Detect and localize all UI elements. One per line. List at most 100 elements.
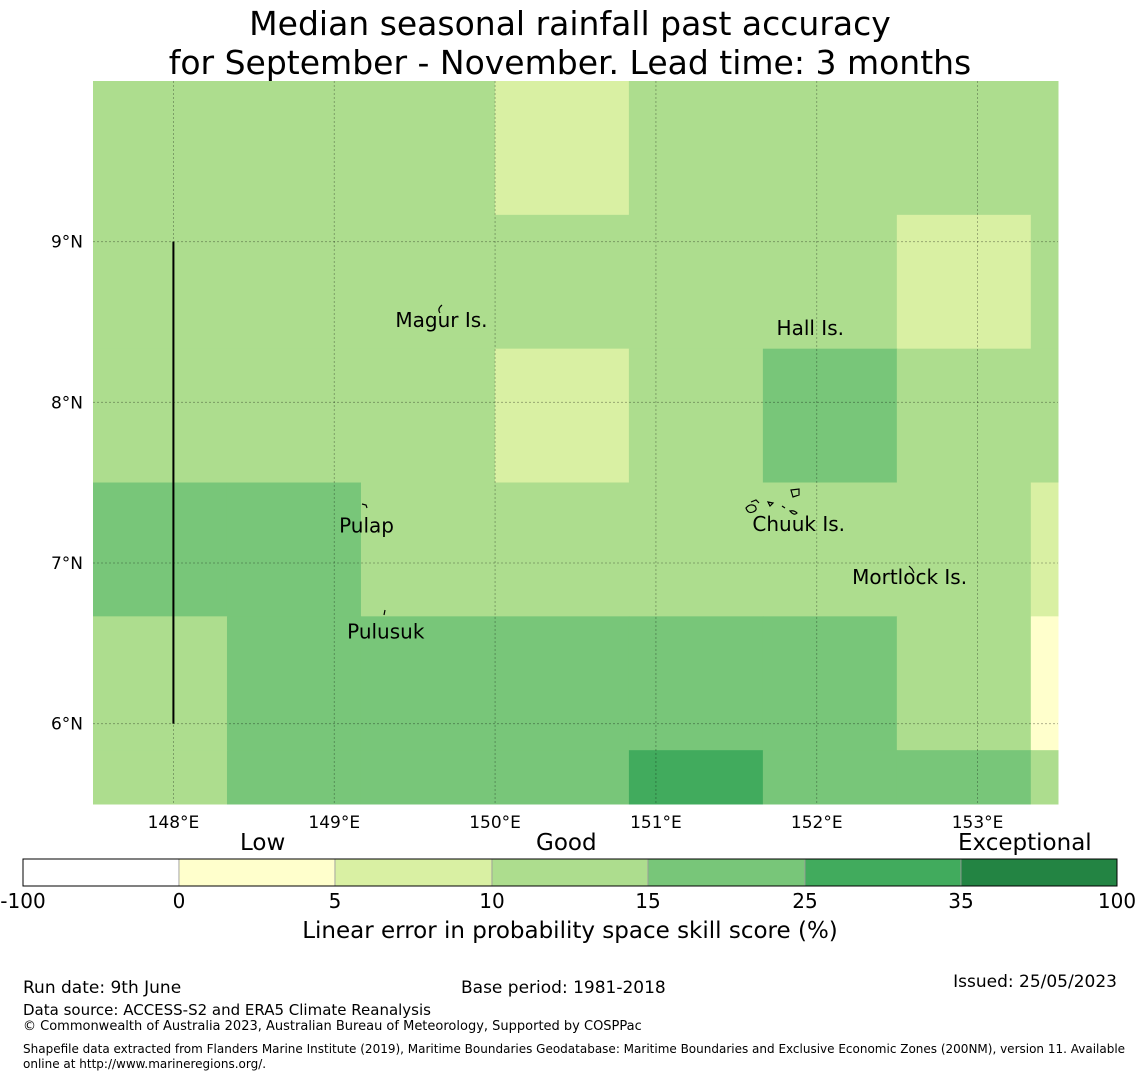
run-date: Run date: 9th June [23, 978, 182, 998]
colorbar-tick: 5 [328, 889, 342, 913]
island-outline [438, 304, 443, 314]
colorbar-segment [491, 858, 649, 887]
grid-cell [896, 750, 1032, 805]
grid-cell [93, 482, 228, 617]
grid-cell [360, 214, 496, 350]
skill-grid [93, 81, 1059, 805]
grid-cell [762, 214, 898, 350]
place-label: Mortlock Is. [852, 565, 967, 589]
grid-cell [494, 616, 630, 751]
island-outline [908, 565, 915, 574]
grid-cell [896, 81, 1032, 216]
grid-cell [1030, 750, 1059, 805]
island-outlines [361, 304, 915, 616]
colorbar-tick: 100 [1097, 889, 1137, 913]
grid-cell [93, 750, 228, 805]
data-source: Data source: ACCESS-S2 and ERA5 Climate … [23, 1001, 431, 1019]
grid-cell [628, 482, 764, 617]
colorbar-tick: 10 [479, 889, 505, 913]
grid-cell [226, 616, 362, 751]
lat-tick-label: 7°N [51, 554, 83, 574]
colorbar-outline [22, 858, 1118, 887]
base-period: Base period: 1981-2018 [461, 978, 666, 998]
grid-cell [494, 214, 630, 350]
grid-cell [762, 81, 898, 216]
colorbar-category-exceptional: Exceptional [958, 830, 1092, 856]
grid-cell [494, 348, 630, 484]
place-label: Chuuk Is. [752, 512, 845, 536]
lon-tick-label: 153°E [952, 813, 1004, 833]
grid-cell [226, 214, 362, 350]
grid-cell [896, 348, 1032, 484]
lat-tick-label: 6°N [51, 715, 83, 735]
grid-cell [226, 81, 362, 216]
colorbar [22, 858, 1118, 887]
colorbar-tick: 0 [172, 889, 186, 913]
grid-cell [93, 348, 228, 484]
colorbar-category-good: Good [536, 830, 597, 856]
grid-cell [226, 348, 362, 484]
colorbar-segment [647, 858, 806, 887]
grid-cell [628, 616, 764, 751]
lon-tick-label: 150°E [469, 813, 521, 833]
grid-cell [762, 616, 898, 751]
grid-cell [1030, 482, 1059, 617]
grid-cell [1030, 348, 1059, 484]
grid-cell [1030, 81, 1059, 216]
shapefile-credit: Shapefile data extracted from Flanders M… [23, 1042, 1126, 1071]
island-outline [745, 488, 800, 515]
place-label: Hall Is. [777, 316, 844, 340]
grid-cell [896, 482, 1032, 617]
colorbar-tick: 35 [948, 889, 974, 913]
grid-cell [360, 81, 496, 216]
grid-cell [494, 81, 630, 216]
grid-cell [360, 482, 496, 617]
grid-cell [896, 616, 1032, 751]
grid-cell [628, 348, 764, 484]
grid-cell [93, 81, 228, 216]
colorbar-segment [804, 858, 962, 887]
place-label: Pulap [339, 513, 394, 537]
grid-cell [628, 750, 764, 805]
place-label: Magur Is. [395, 308, 487, 332]
colorbar-tick: 25 [792, 889, 818, 913]
grid-cell [628, 214, 764, 350]
grid-cell [1030, 616, 1059, 751]
colorbar-tick: -100 [0, 889, 46, 913]
colorbar-category-low: Low [240, 830, 286, 856]
colorbar-tick: 15 [635, 889, 661, 913]
chart-title: Median seasonal rainfall past accuracy f… [0, 4, 1140, 82]
island-outline [383, 609, 386, 616]
grid-cell [226, 482, 362, 617]
latitude-ticks: 9°N 8°N 7°N 6°N [51, 233, 83, 735]
place-label: Pulusuk [347, 619, 425, 643]
lat-tick-label: 8°N [51, 393, 83, 413]
grid-cell [226, 750, 362, 805]
colorbar-segment [334, 858, 493, 887]
lon-tick-label: 152°E [791, 813, 843, 833]
lat-tick-label: 9°N [51, 233, 83, 253]
grid-cell [360, 348, 496, 484]
copyright: © Commonwealth of Australia 2023, Austra… [23, 1019, 642, 1034]
grid-cell [628, 81, 764, 216]
colorbar-segment [960, 858, 1118, 887]
grid-cell [1030, 214, 1059, 350]
lon-tick-label: 151°E [630, 813, 682, 833]
grid-cell [360, 616, 496, 751]
title-line-2: for September - November. Lead time: 3 m… [168, 43, 972, 82]
grid-cell [93, 214, 228, 350]
title-line-1: Median seasonal rainfall past accuracy [249, 4, 891, 43]
grid-cell [762, 750, 898, 805]
grid-cell [896, 214, 1032, 350]
grid-cell [93, 616, 228, 751]
grid-cell [494, 750, 630, 805]
grid-cell [494, 482, 630, 617]
grid-cell [762, 482, 898, 617]
colorbar-segment [22, 858, 180, 887]
grid-cell [762, 348, 898, 484]
colorbar-segment [178, 858, 336, 887]
island-outline [361, 503, 368, 509]
lon-tick-label: 149°E [308, 813, 360, 833]
colorbar-label: Linear error in probability space skill … [302, 918, 838, 944]
